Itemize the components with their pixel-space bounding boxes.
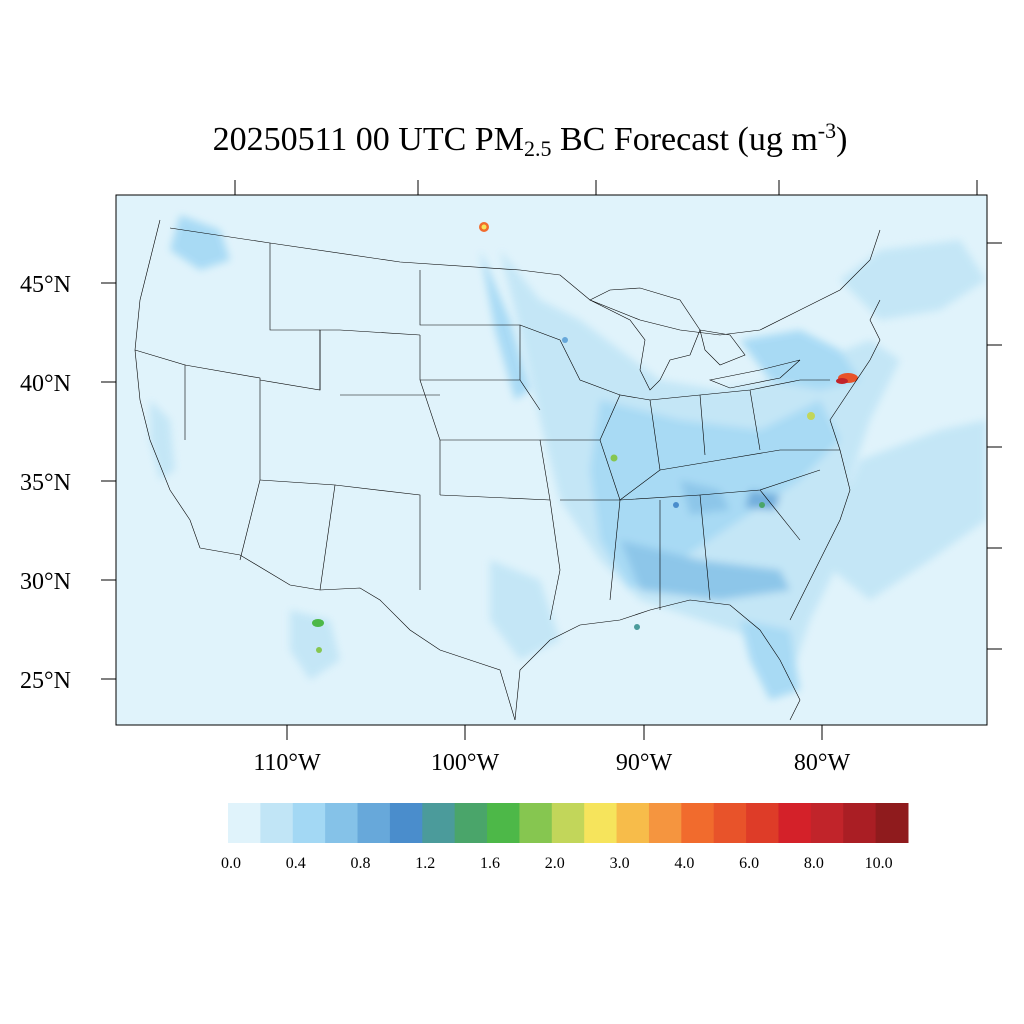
- colorbar-label: 8.0: [804, 855, 824, 872]
- right-ticks: [987, 242, 1002, 650]
- top-ticks: [234, 180, 978, 195]
- lat-label-35: 35°N: [20, 470, 71, 496]
- colorbar-label: 2.0: [545, 855, 565, 872]
- colorbar-label: 0.0: [221, 855, 241, 872]
- left-ticks: [101, 282, 116, 680]
- colorbar-swatch: [778, 803, 812, 843]
- colorbar-swatch: [648, 803, 682, 843]
- colorbar-swatch: [228, 803, 261, 843]
- colorbar-swatch: [681, 803, 715, 843]
- colorbar-swatch: [357, 803, 391, 843]
- title-subscript: 2.5: [523, 136, 552, 161]
- lat-label-40: 40°N: [20, 371, 71, 397]
- colorbar-swatch: [487, 803, 520, 843]
- colorbar-swatch: [292, 803, 326, 843]
- lon-label-110: 110°W: [253, 750, 321, 776]
- colorbar-swatch: [843, 803, 877, 843]
- colorbar-label: 10.0: [865, 855, 893, 872]
- colorbar-swatch: [616, 803, 650, 843]
- colorbar-swatch: [519, 803, 553, 843]
- lat-label-30: 30°N: [20, 569, 71, 595]
- lon-label-90: 90°W: [616, 750, 673, 776]
- lon-label-100: 100°W: [431, 750, 500, 776]
- colorbar-label: 4.0: [674, 855, 694, 872]
- colorbar-label: 3.0: [610, 855, 630, 872]
- lat-label-45: 45°N: [20, 272, 71, 298]
- colorbar-swatch: [454, 803, 488, 843]
- lon-label-80: 80°W: [794, 750, 851, 776]
- colorbar-label: 1.2: [415, 855, 435, 872]
- chart-title: 20250511 00 UTC PM2.5 BC Forecast (ug m-…: [0, 118, 1024, 162]
- lat-label-25: 25°N: [20, 668, 71, 694]
- title-rest: BC Forecast (ug m: [551, 121, 818, 158]
- bottom-ticks: [286, 725, 823, 740]
- title-main: 20250511 00 UTC PM: [212, 121, 524, 158]
- colorbar-swatch: [422, 803, 456, 843]
- state-boundaries: [134, 219, 881, 721]
- colorbar-label: 0.4: [286, 855, 306, 872]
- plot-frame: [115, 194, 988, 726]
- colorbar-swatch: [713, 803, 747, 843]
- colorbar-swatch: [389, 803, 423, 843]
- colorbar-swatch: [260, 803, 294, 843]
- title-close: ): [836, 121, 848, 158]
- colorbar-swatch: [325, 803, 359, 843]
- colorbar: [228, 803, 909, 843]
- title-superscript: -3: [817, 118, 837, 143]
- colorbar-labels: 0.0 0.4 0.8 1.2 1.6 2.0 3.0 4.0 6.0 8.0 10.0: [221, 855, 893, 872]
- colorbar-swatch: [551, 803, 585, 843]
- colorbar-label: 1.6: [480, 855, 500, 872]
- colorbar-swatch: [746, 803, 779, 843]
- colorbar-swatch: [584, 803, 618, 843]
- colorbar-swatch: [810, 803, 844, 843]
- concentration-field: [150, 215, 986, 700]
- colorbar-label: 6.0: [739, 855, 759, 872]
- colorbar-label: 0.8: [351, 855, 371, 872]
- colorbar-swatch: [875, 803, 909, 843]
